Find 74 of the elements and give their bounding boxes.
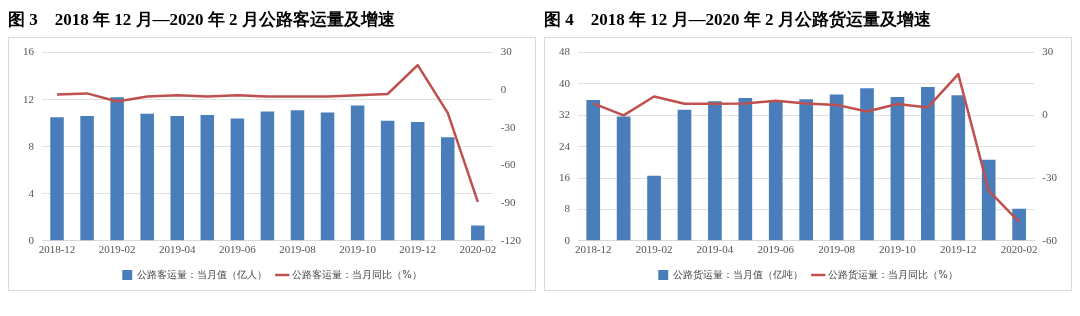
y-tick-label: 16	[559, 170, 571, 183]
y-tick-label: 24	[559, 139, 571, 152]
y-tick-label: 48	[559, 45, 571, 58]
bar	[616, 116, 631, 241]
x-tick-label: 2019-06	[757, 243, 795, 256]
bar	[738, 98, 753, 241]
x-tick-label: 2019-12	[939, 243, 977, 256]
x-tick-label: 2019-02	[635, 243, 673, 256]
bar	[829, 94, 844, 241]
legend-label: 公路货运量：当月值（亿吨）	[673, 268, 804, 280]
legend-label: 公路客运量：当月同比（%）	[292, 268, 422, 280]
x-tick-label: 2019-10	[339, 243, 377, 256]
bar	[140, 113, 154, 241]
bar	[320, 112, 335, 241]
bar	[440, 137, 455, 241]
y-tick-label: 0	[564, 233, 571, 246]
y-tick-label: 32	[559, 108, 570, 121]
x-tick-label: 2018-12	[38, 243, 76, 256]
y2-tick-label: 0	[1042, 108, 1049, 121]
bar	[799, 99, 814, 241]
y2-tick-label: -30	[500, 120, 516, 133]
y-tick-label: 16	[23, 45, 35, 58]
y2-tick-label: -90	[500, 196, 516, 209]
bar	[677, 109, 692, 241]
y-tick-label: 0	[28, 233, 35, 246]
bar	[647, 175, 661, 241]
x-tick-label: 2019-02	[98, 243, 136, 256]
chart-title: 图 3 2018 年 12 月—2020 年 2 月公路客运量及增速	[8, 9, 396, 31]
x-tick-label: 2018-12	[574, 243, 612, 256]
y-tick-label: 8	[28, 139, 35, 152]
x-tick-label: 2019-12	[399, 243, 437, 256]
x-tick-label: 2019-10	[879, 243, 917, 256]
chart-title: 图 4 2018 年 12 月—2020 年 2 月公路货运量及增速	[544, 9, 932, 31]
x-tick-label: 2019-06	[219, 243, 257, 256]
bar	[110, 97, 124, 241]
x-tick-label: 2020-02	[1000, 243, 1038, 256]
y-tick-label: 4	[28, 186, 35, 199]
bar	[890, 96, 905, 241]
legend-label: 公路货运量：当月同比（%）	[828, 268, 958, 280]
bar	[290, 110, 305, 241]
y2-tick-label: -120	[500, 233, 522, 246]
legend-label: 公路客运量：当月值（亿人）	[137, 268, 268, 280]
y2-tick-label: -30	[1042, 170, 1058, 183]
bar	[860, 88, 874, 241]
bar	[200, 114, 215, 241]
x-tick-label: 2019-08	[818, 243, 856, 256]
bar	[951, 95, 966, 241]
bar	[768, 100, 783, 241]
bar	[921, 87, 935, 241]
bar	[708, 101, 722, 241]
bar	[1012, 208, 1026, 241]
x-tick-label: 2020-02	[459, 243, 497, 256]
y2-tick-label: 0	[500, 83, 507, 96]
bar	[170, 116, 185, 241]
y-tick-label: 12	[23, 92, 34, 105]
y2-tick-label: 30	[1042, 45, 1054, 58]
y-tick-label: 8	[564, 202, 571, 215]
bar	[80, 116, 94, 241]
bar	[981, 159, 996, 241]
y2-tick-label: 30	[500, 45, 513, 58]
x-tick-label: 2019-08	[279, 243, 317, 256]
y-tick-label: 40	[559, 76, 571, 89]
bar	[260, 111, 275, 241]
y2-tick-label: -60	[500, 158, 516, 171]
y2-tick-label: -60	[1042, 233, 1058, 246]
bar	[380, 120, 395, 241]
bar	[50, 117, 64, 241]
bar	[586, 100, 601, 241]
x-tick-label: 2019-04	[696, 243, 734, 256]
bar	[350, 105, 365, 241]
bar	[230, 118, 245, 241]
bar	[471, 225, 485, 241]
x-tick-label: 2019-04	[158, 243, 197, 256]
bar	[410, 122, 425, 241]
